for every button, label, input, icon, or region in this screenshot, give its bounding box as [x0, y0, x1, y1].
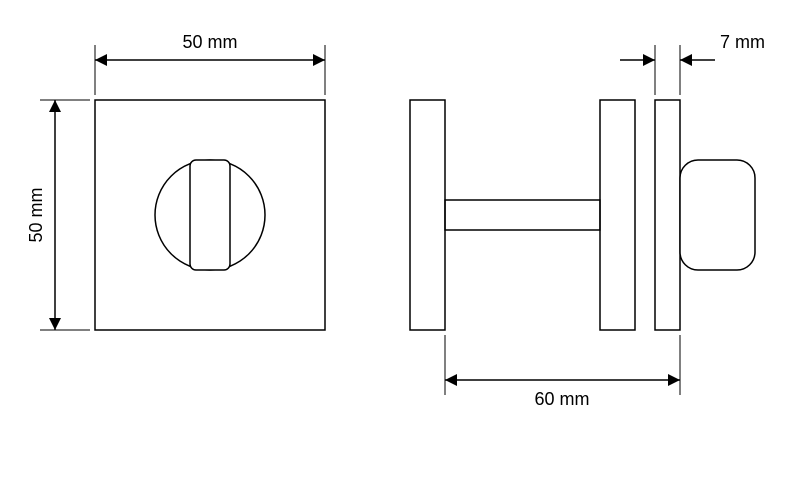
dim-height-50: 50 mm [26, 100, 90, 330]
dim-width-50-label: 50 mm [182, 32, 237, 52]
dim-width-50: 50 mm [95, 32, 325, 95]
side-view [410, 100, 635, 330]
right-detail [655, 100, 755, 330]
back-plate [655, 100, 680, 330]
dim-thickness-7: 7 mm [620, 32, 765, 95]
front-view [95, 100, 325, 330]
dim-thickness-7-label: 7 mm [720, 32, 765, 52]
dim-width-60-label: 60 mm [534, 389, 589, 409]
knob-side [680, 160, 755, 270]
dim-height-50-label: 50 mm [26, 187, 46, 242]
dim-width-60: 60 mm [445, 335, 680, 409]
technical-drawing: 50 mm 50 mm 60 mm 7 mm [0, 0, 800, 500]
side-plate-right [600, 100, 635, 330]
side-plate-left [410, 100, 445, 330]
turn-slot [190, 160, 230, 270]
shaft [445, 200, 600, 230]
